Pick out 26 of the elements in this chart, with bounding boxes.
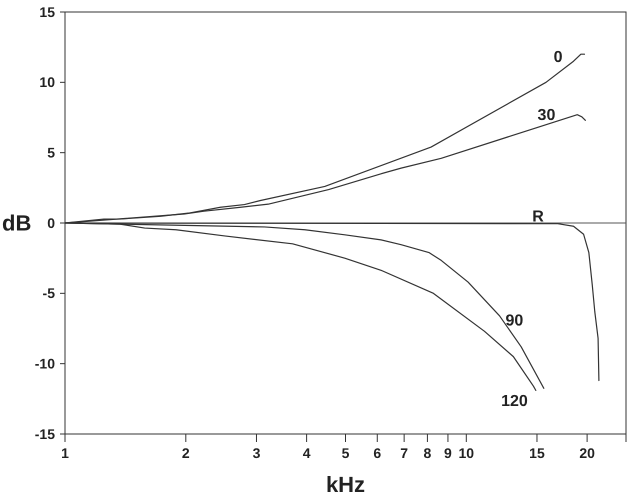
x-tick-label: 15 — [529, 445, 545, 461]
y-tick-label: 5 — [47, 144, 56, 161]
x-tick-label: 1 — [61, 445, 70, 461]
x-tick-label: 9 — [444, 445, 452, 461]
y-tick-label: 15 — [39, 4, 56, 20]
x-tick-label: 5 — [342, 445, 350, 461]
x-tick-label: 4 — [302, 445, 311, 461]
x-tick-label: 20 — [579, 445, 596, 461]
x-tick-label: 6 — [373, 445, 382, 461]
y-tick-label: -15 — [34, 426, 56, 442]
x-axis-title: kHz — [326, 472, 366, 497]
x-tick-label: 7 — [400, 445, 408, 461]
x-tick-label: 10 — [458, 445, 474, 461]
y-tick-label: 10 — [39, 74, 56, 90]
series-label: 90 — [506, 312, 524, 330]
x-tick-label: 3 — [252, 445, 261, 461]
series-label: R — [532, 208, 544, 226]
y-axis-title: dB — [2, 210, 32, 236]
x-tick-label: 2 — [182, 445, 190, 461]
y-tick-label: 0 — [47, 214, 56, 231]
y-tick-label: -10 — [34, 356, 56, 372]
series-label: 30 — [538, 106, 556, 124]
x-tick-label: 8 — [424, 445, 432, 461]
series-label: 0 — [554, 48, 563, 66]
y-tick-label: -5 — [42, 285, 56, 302]
series-label: 120 — [501, 392, 528, 410]
